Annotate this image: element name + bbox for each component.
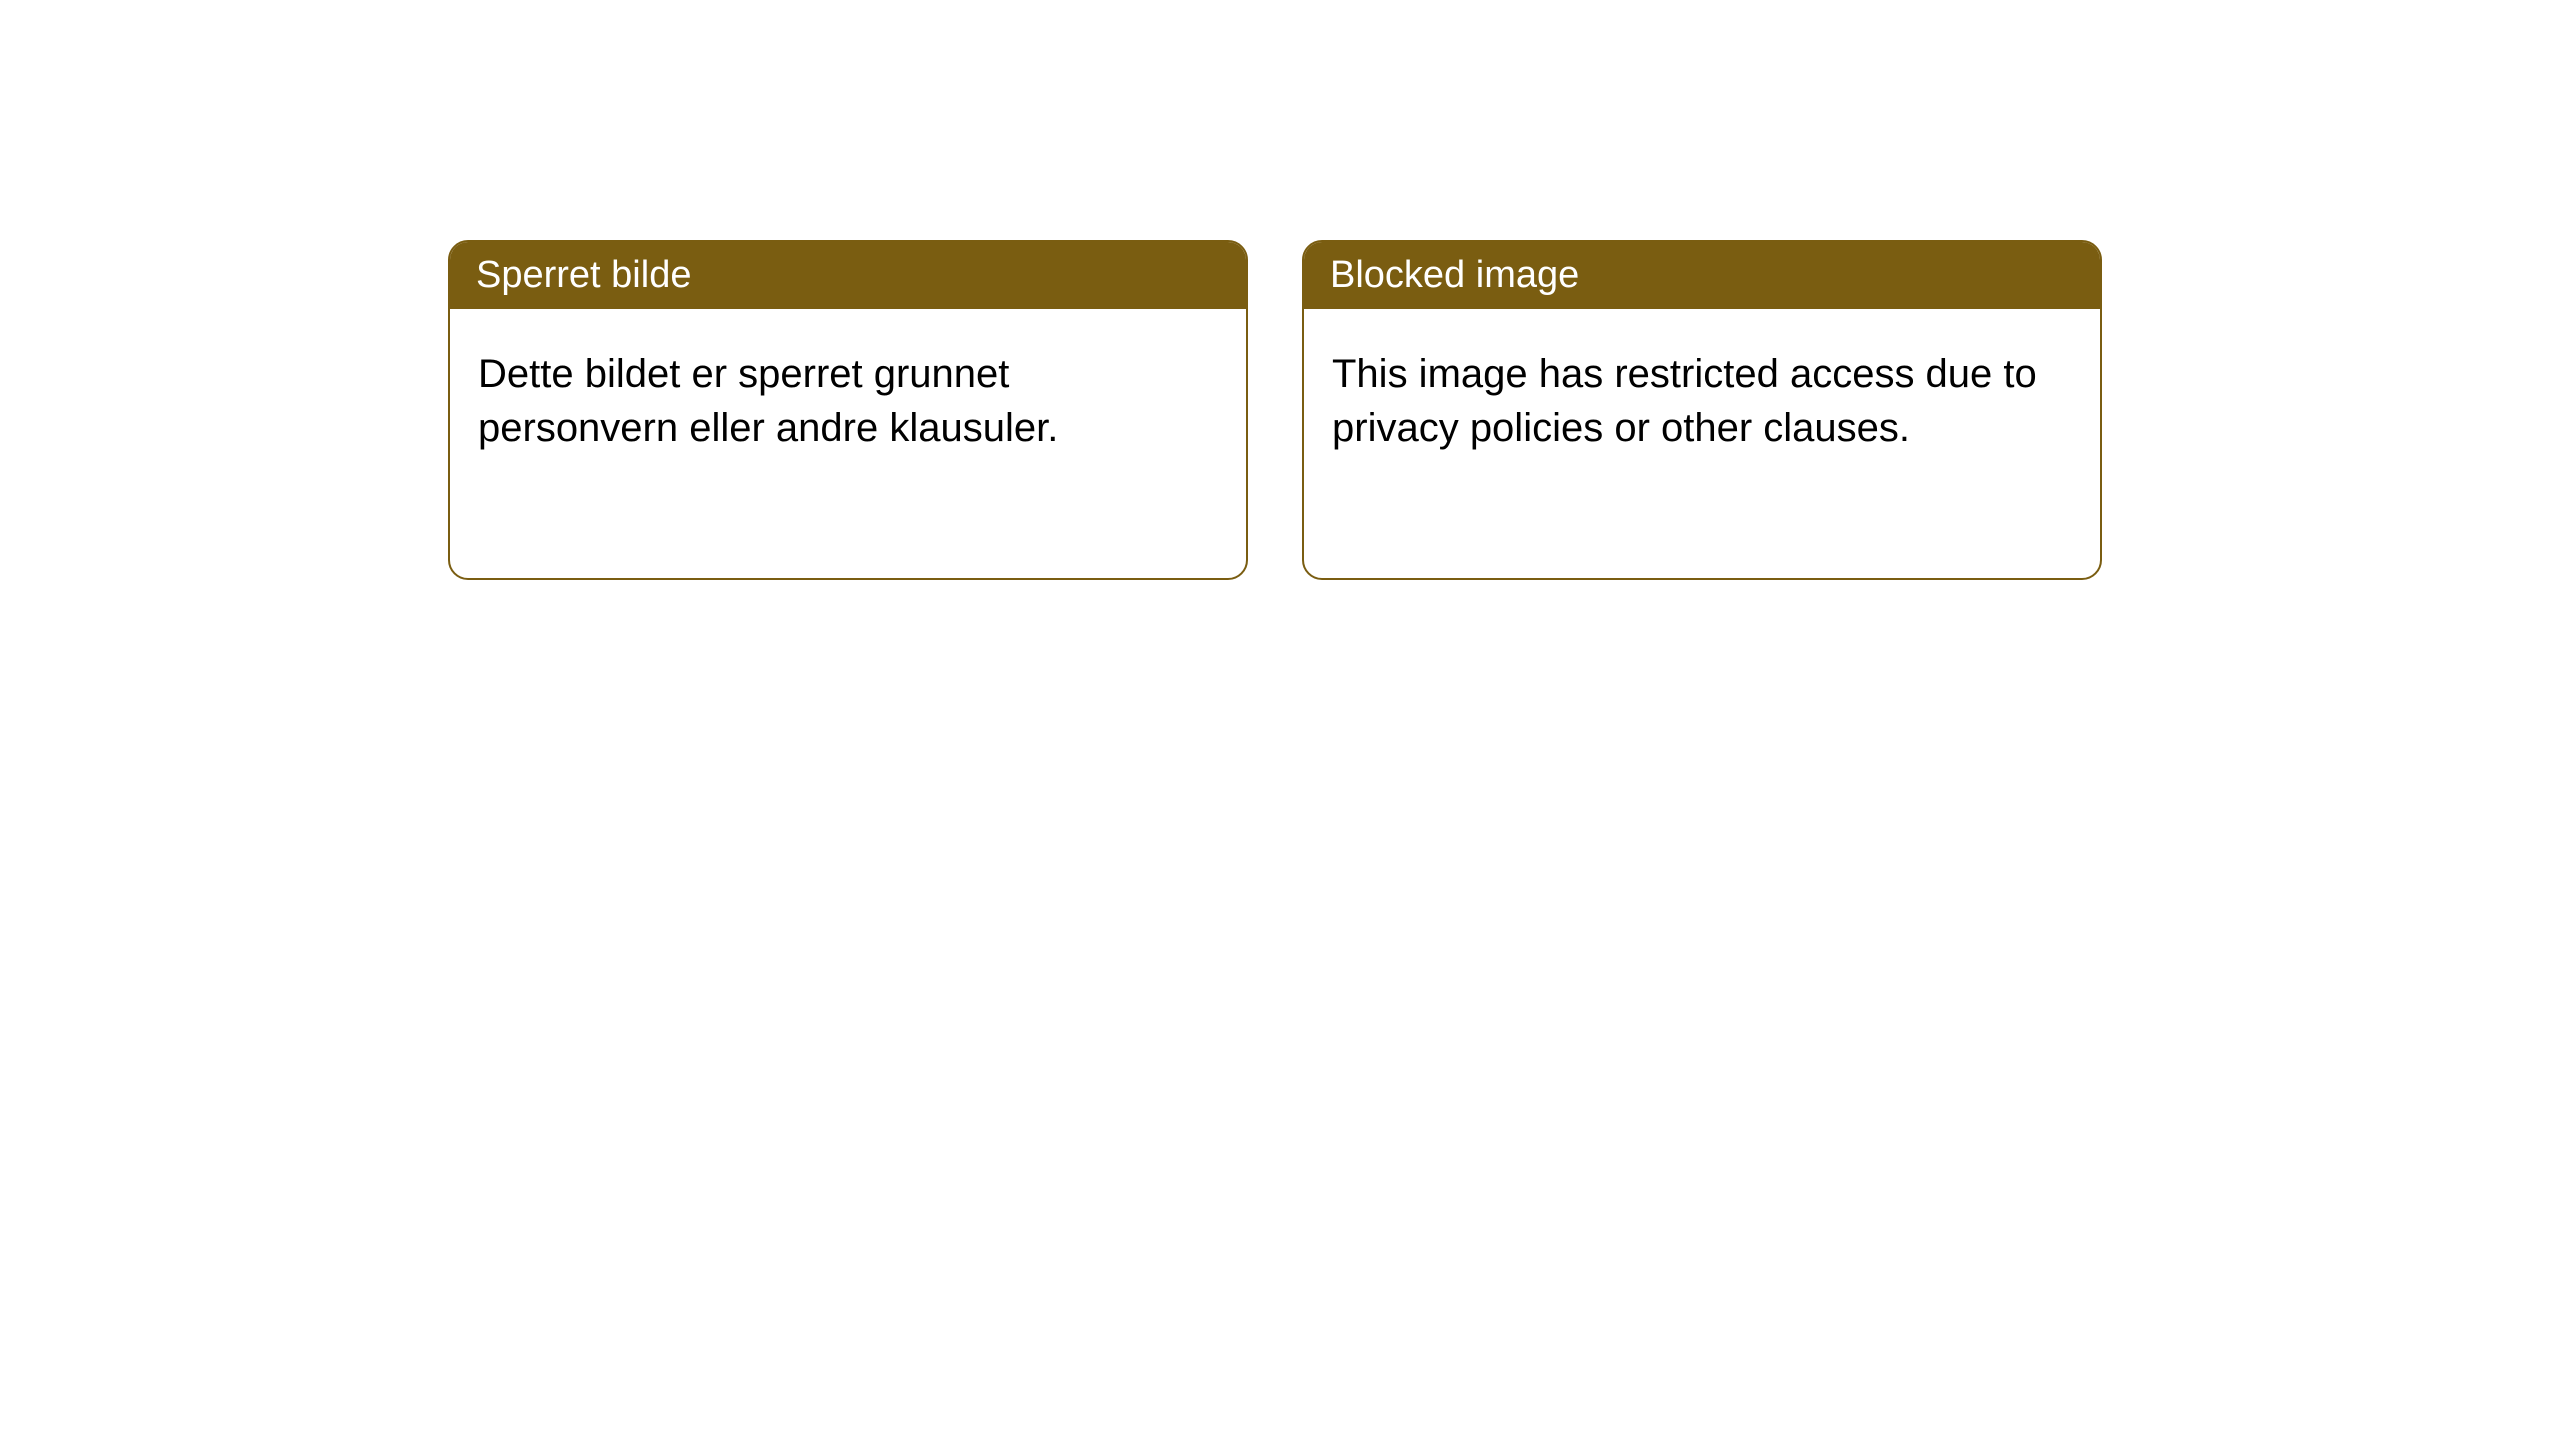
notice-card-norwegian: Sperret bilde Dette bildet er sperret gr…	[448, 240, 1248, 580]
card-body-text: Dette bildet er sperret grunnet personve…	[478, 352, 1058, 450]
card-body-text: This image has restricted access due to …	[1332, 352, 2037, 450]
card-title: Sperret bilde	[476, 254, 691, 296]
notice-card-english: Blocked image This image has restricted …	[1302, 240, 2102, 580]
notice-cards-container: Sperret bilde Dette bildet er sperret gr…	[0, 0, 2560, 580]
card-body: This image has restricted access due to …	[1304, 309, 2100, 493]
card-title: Blocked image	[1330, 254, 1579, 296]
card-header: Sperret bilde	[450, 242, 1246, 309]
card-header: Blocked image	[1304, 242, 2100, 309]
card-body: Dette bildet er sperret grunnet personve…	[450, 309, 1246, 493]
